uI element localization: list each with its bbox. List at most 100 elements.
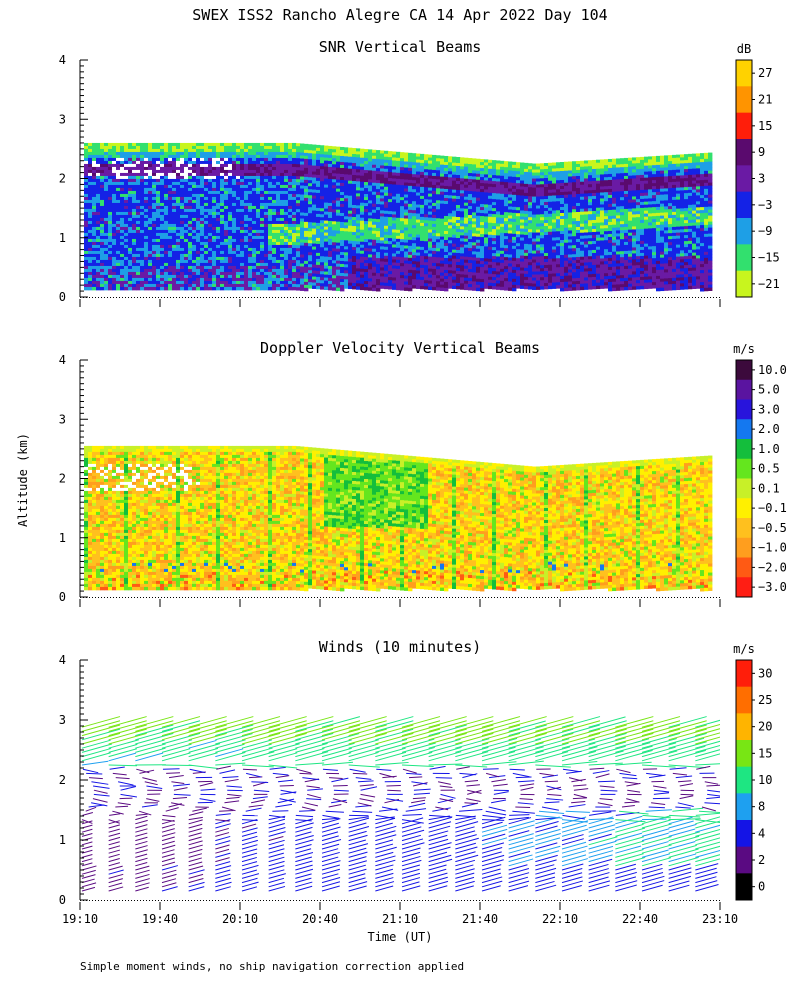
heatmap-cell [472,242,477,246]
heatmap-cell [248,277,253,282]
heatmap-cell [172,235,177,240]
heatmap-cell [352,178,357,182]
heatmap-cell [252,142,257,147]
heatmap-cell [248,244,253,249]
heatmap-cell [388,181,393,185]
heatmap-cell [172,148,177,153]
heatmap-cell [112,229,117,234]
heatmap-cell [420,159,425,164]
heatmap-cell [344,201,349,205]
heatmap-cell [400,152,405,156]
heatmap-cell [320,211,325,215]
heatmap-cell [440,278,445,283]
heatmap-cell [500,178,505,183]
heatmap-cell [220,211,225,216]
heatmap-cell [248,157,253,162]
heatmap-cell [484,195,489,199]
heatmap-cell [168,208,173,213]
heatmap-cell [456,274,461,278]
heatmap-cell [332,221,337,225]
heatmap-cell [396,283,401,288]
heatmap-cell [284,166,289,171]
heatmap-cell [336,257,341,262]
heatmap-cell [336,224,341,229]
heatmap-cell [184,178,189,183]
heatmap-cell [244,190,249,195]
heatmap-cell [484,222,489,226]
heatmap-cell [108,262,113,267]
heatmap-cell [320,259,325,263]
heatmap-cell [436,245,441,249]
heatmap-cell [320,271,325,275]
heatmap-cell [428,199,433,203]
heatmap-cell [348,252,353,257]
heatmap-cell [496,244,501,248]
heatmap-cell [500,175,505,180]
heatmap-cell [224,274,229,279]
heatmap-cell [192,259,197,264]
heatmap-cell [348,279,353,284]
heatmap-cell [188,286,193,291]
heatmap-cell [364,224,369,228]
heatmap-cell [496,247,501,251]
heatmap-cell [380,195,385,199]
heatmap-cell [336,242,341,247]
heatmap-cell [436,281,441,285]
heatmap-cell [388,208,393,212]
heatmap-cell [224,172,229,177]
heatmap-cell [292,208,297,213]
heatmap-cell [244,235,249,240]
heatmap-cell [284,142,289,147]
heatmap-cell [480,246,485,250]
heatmap-cell [364,245,369,249]
heatmap-cell [112,232,117,237]
heatmap-cell [164,253,169,258]
heatmap-cell [488,282,493,287]
heatmap-cell [136,163,141,168]
heatmap-cell [112,202,117,207]
heatmap-cell [468,221,473,225]
heatmap-cell [320,175,325,179]
heatmap-cell [332,152,337,156]
heatmap-cell [88,208,93,213]
heatmap-cell [152,142,157,147]
heatmap-cell [236,268,241,273]
heatmap-cell [404,275,409,279]
heatmap-cell [124,181,129,186]
heatmap-cell [380,282,385,286]
heatmap-cell [432,154,437,159]
heatmap-cell [352,160,357,164]
heatmap-cell [504,173,509,177]
heatmap-cell [196,172,201,177]
heatmap-cell [264,157,269,162]
heatmap-cell [372,233,377,238]
heatmap-cell [296,212,301,216]
heatmap-cell [480,264,485,268]
heatmap-cell [148,172,153,177]
heatmap-cell [92,235,97,240]
heatmap-cell [432,202,437,207]
heatmap-cell [260,193,265,198]
heatmap-cell [496,193,501,197]
heatmap-cell [188,193,193,198]
heatmap-cell [360,181,365,186]
heatmap-cell [200,181,205,186]
heatmap-cell [292,187,297,192]
heatmap-cell [92,154,97,159]
heatmap-cell [196,283,201,288]
heatmap-cell [232,286,237,291]
heatmap-cell [392,235,397,239]
heatmap-cell [488,267,493,272]
heatmap-cell [480,237,485,241]
heatmap-cell [156,286,161,291]
heatmap-cell [328,205,333,210]
heatmap-cell [356,256,361,260]
heatmap-cell [444,206,449,211]
heatmap-cell [200,223,205,228]
heatmap-cell [432,193,437,198]
heatmap-cell [432,187,437,192]
heatmap-cell [288,172,293,177]
heatmap-cell [456,250,461,254]
heatmap-cell [84,286,89,291]
